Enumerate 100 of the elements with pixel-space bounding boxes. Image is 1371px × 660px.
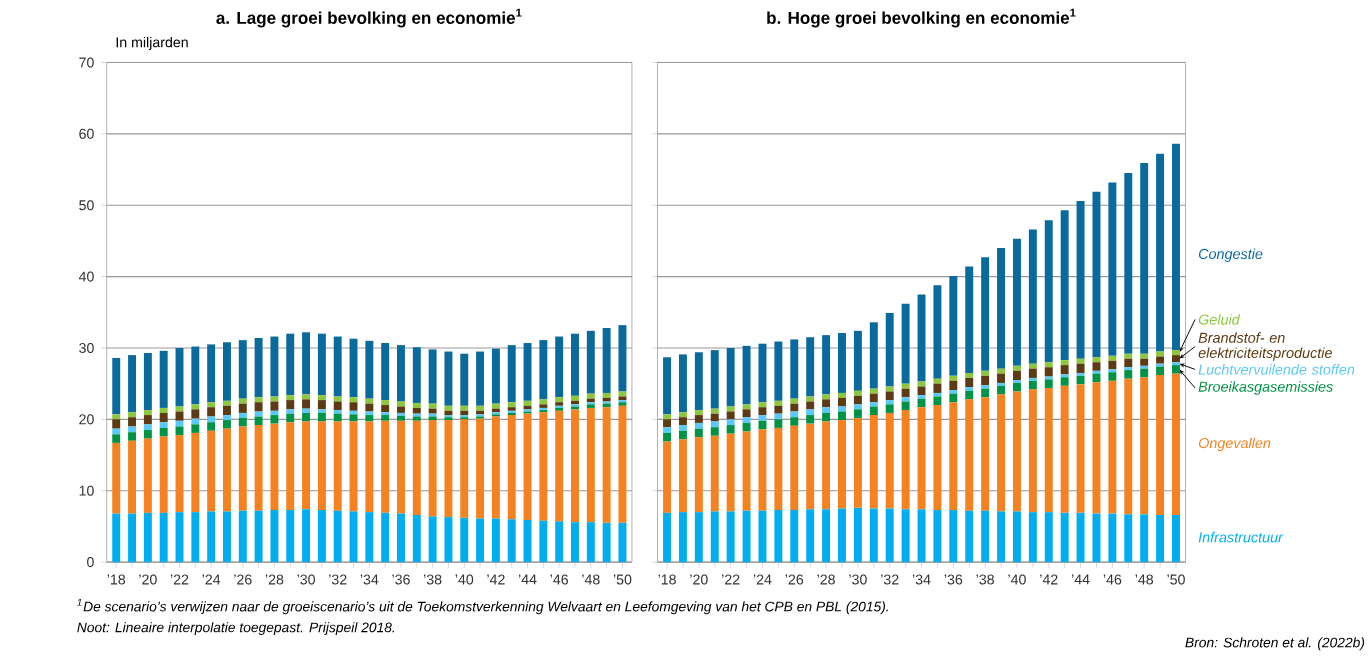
bar	[586, 331, 595, 394]
bar	[742, 346, 751, 405]
bar	[143, 513, 152, 563]
bar	[710, 350, 719, 409]
bar	[806, 409, 815, 416]
bar	[1124, 353, 1133, 359]
bar	[1076, 384, 1085, 514]
bar	[270, 415, 279, 424]
bar	[333, 336, 342, 397]
x-tick-label: ’22	[722, 574, 740, 585]
bar	[933, 378, 942, 384]
bar	[742, 431, 751, 511]
bar	[317, 413, 326, 422]
bar	[822, 407, 831, 414]
bar	[742, 423, 751, 432]
bar	[602, 393, 611, 399]
bar	[726, 348, 735, 407]
bar	[965, 266, 974, 374]
x-tick-label: ’36	[392, 574, 410, 585]
bar	[1156, 366, 1165, 376]
bar	[869, 415, 878, 509]
bar	[317, 333, 326, 396]
bar	[175, 426, 184, 436]
bar	[1124, 173, 1133, 354]
bar	[491, 416, 500, 519]
bar	[758, 420, 767, 430]
bar	[397, 345, 405, 402]
bar	[191, 404, 200, 410]
series-label: Infrastructuur	[1198, 532, 1284, 543]
bar	[128, 412, 137, 418]
bar	[678, 412, 687, 418]
bar	[1060, 210, 1069, 361]
chart-title: b. Hoge groei bevolking en economie$^{1}$	[767, 8, 1076, 28]
bar	[1156, 356, 1165, 364]
bar	[901, 383, 910, 389]
bar	[1076, 513, 1085, 563]
bar	[1028, 368, 1037, 379]
bar	[663, 433, 672, 442]
bar	[901, 388, 910, 398]
bar	[270, 396, 279, 402]
bar	[869, 508, 878, 563]
bar	[1140, 358, 1149, 367]
bar	[381, 420, 390, 514]
bar	[128, 426, 137, 433]
x-tick-label: ’34	[912, 574, 931, 585]
bar	[444, 410, 453, 416]
bar	[1140, 353, 1149, 359]
bar	[365, 341, 374, 399]
bar	[774, 405, 783, 414]
bar	[143, 410, 152, 416]
bar	[207, 430, 216, 512]
bar	[365, 421, 374, 513]
bar	[539, 412, 548, 521]
bar	[397, 406, 405, 414]
bar	[790, 398, 799, 404]
bar	[507, 407, 516, 411]
bar	[790, 510, 799, 563]
bar	[1028, 378, 1037, 382]
bar	[965, 373, 974, 379]
bar	[286, 333, 295, 396]
bar	[143, 430, 152, 439]
bar	[1060, 386, 1069, 514]
bar	[270, 510, 279, 563]
bar	[602, 523, 611, 563]
bar	[806, 396, 815, 402]
bar	[774, 428, 783, 511]
bar	[1028, 229, 1037, 364]
bar	[758, 407, 767, 416]
bar	[128, 440, 137, 514]
y-tick-label: 70	[79, 57, 94, 68]
bar	[853, 409, 862, 419]
bar	[965, 399, 974, 511]
bar	[853, 396, 862, 405]
x-tick-label: ’40	[455, 574, 474, 585]
bar	[663, 427, 672, 434]
bar	[128, 417, 137, 427]
bar	[678, 425, 687, 431]
bar	[822, 394, 831, 400]
x-tick-label: ’18	[658, 574, 676, 585]
bar	[838, 393, 846, 399]
bar	[838, 333, 846, 394]
bar	[1092, 362, 1101, 372]
x-tick-label: ’28	[265, 574, 284, 585]
bar	[853, 391, 862, 396]
bar	[853, 404, 862, 410]
bar	[222, 428, 231, 512]
bar	[238, 426, 247, 511]
bar	[933, 405, 942, 511]
bar	[806, 415, 815, 424]
bar	[444, 351, 453, 406]
bar	[586, 393, 595, 399]
bar	[806, 401, 815, 410]
bar	[254, 397, 263, 403]
bar	[933, 510, 942, 563]
bar	[694, 428, 703, 438]
bar	[1012, 391, 1021, 512]
bar	[112, 434, 121, 444]
x-tick-label: ’38	[976, 574, 994, 585]
bar	[726, 425, 735, 434]
bar	[523, 343, 532, 401]
